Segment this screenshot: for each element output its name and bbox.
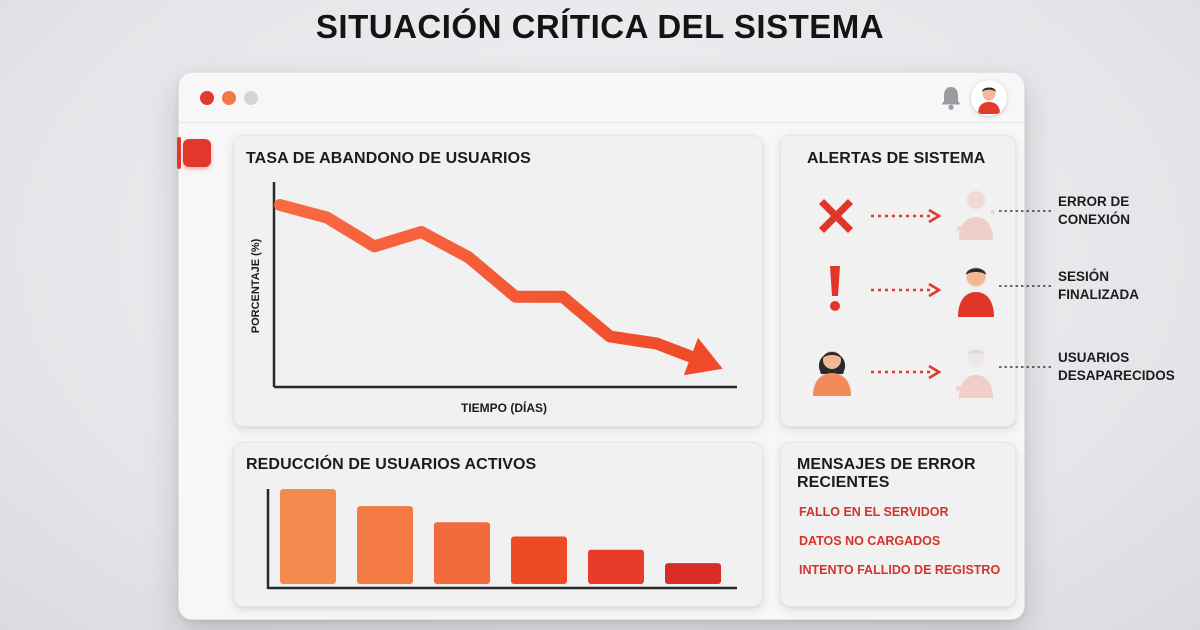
recent-errors-panel: MENSAJES DE ERROR RECIENTES FALLO EN EL … xyxy=(780,442,1016,607)
close-dot[interactable] xyxy=(200,91,214,105)
window-titlebar xyxy=(179,73,1024,123)
alert-label-missing-users: USUARIOS DESAPARECIDOS xyxy=(1058,349,1175,385)
minimize-dot[interactable] xyxy=(222,91,236,105)
alert-label-session-ended: SESIÓN FINALIZADA xyxy=(1058,268,1139,304)
user-icon xyxy=(958,267,994,317)
alert-label-line: CONEXIÓN xyxy=(1058,212,1131,227)
bar-4 xyxy=(511,536,567,584)
dotted-arrow-icon xyxy=(871,282,942,298)
dashboard-window: TASA DE ABANDONO DE USUARIOS PORCENTAJE … xyxy=(177,72,1175,620)
dotted-arrow-icon xyxy=(871,364,942,380)
active-users-panel: REDUCCIÓN DE USUARIOS ACTIVOS xyxy=(233,442,763,607)
bar-5 xyxy=(588,549,644,584)
abandon-rate-panel: TASA DE ABANDONO DE USUARIOS PORCENTAJE … xyxy=(233,135,763,427)
maximize-dot[interactable] xyxy=(244,91,258,105)
bar-1 xyxy=(280,489,336,584)
alert-label-line: FINALIZADA xyxy=(1058,287,1139,302)
user-avatar[interactable] xyxy=(971,80,1007,116)
bell-icon[interactable] xyxy=(939,85,963,111)
alert-label-connection-error: ERROR DE CONEXIÓN xyxy=(1058,193,1130,229)
sidebar-menu-icon xyxy=(183,139,211,167)
user-avatar-icon xyxy=(978,87,1000,114)
bar-3 xyxy=(434,522,490,584)
alert-connectors xyxy=(999,210,1051,368)
error-message: DATOS NO CARGADOS xyxy=(799,534,941,548)
bar-2 xyxy=(357,506,413,584)
fading-user-icon xyxy=(957,191,995,240)
recent-errors-title-line: MENSAJES DE ERROR xyxy=(797,456,976,473)
system-alerts-panel: ALERTAS DE SISTEMA xyxy=(780,135,1016,427)
sidebar-active-indicator xyxy=(177,137,181,169)
x-axis-label: TIEMPO (DÍAS) xyxy=(461,400,547,415)
fading-user-icon xyxy=(956,349,993,398)
sidebar-active-item[interactable] xyxy=(177,137,213,169)
x-mark-icon xyxy=(819,199,853,233)
bar-6 xyxy=(665,563,721,584)
abandon-rate-chart: PORCENTAJE (%) TIEMPO (DÍAS) xyxy=(250,182,737,415)
exclamation-icon xyxy=(830,266,840,311)
alert-label-line: DESAPARECIDOS xyxy=(1058,368,1175,383)
dotted-arrow-icon xyxy=(871,208,942,224)
active-users-chart xyxy=(266,489,737,590)
error-message: FALLO EN EL SERVIDOR xyxy=(799,505,949,519)
trend-arrow-head-icon xyxy=(683,337,723,376)
recent-errors-title-line: RECIENTES xyxy=(797,474,890,491)
woman-user-icon xyxy=(813,351,851,396)
recent-errors-title: MENSAJES DE ERROR RECIENTES xyxy=(797,456,976,492)
error-message: INTENTO FALLIDO DE REGISTRO xyxy=(799,563,1001,577)
alert-label-line: SESIÓN xyxy=(1058,269,1110,284)
system-alerts-title: ALERTAS DE SISTEMA xyxy=(807,150,986,167)
abandon-rate-line xyxy=(274,199,710,368)
y-axis-label: PORCENTAJE (%) xyxy=(250,238,262,333)
page-title: SITUACIÓN CRÍTICA DEL SISTEMA xyxy=(315,8,885,45)
abandon-rate-title: TASA DE ABANDONO DE USUARIOS xyxy=(246,150,531,167)
active-users-title: REDUCCIÓN DE USUARIOS ACTIVOS xyxy=(246,456,537,473)
alert-label-line: USUARIOS xyxy=(1058,350,1130,365)
alert-label-line: ERROR DE xyxy=(1058,194,1130,209)
